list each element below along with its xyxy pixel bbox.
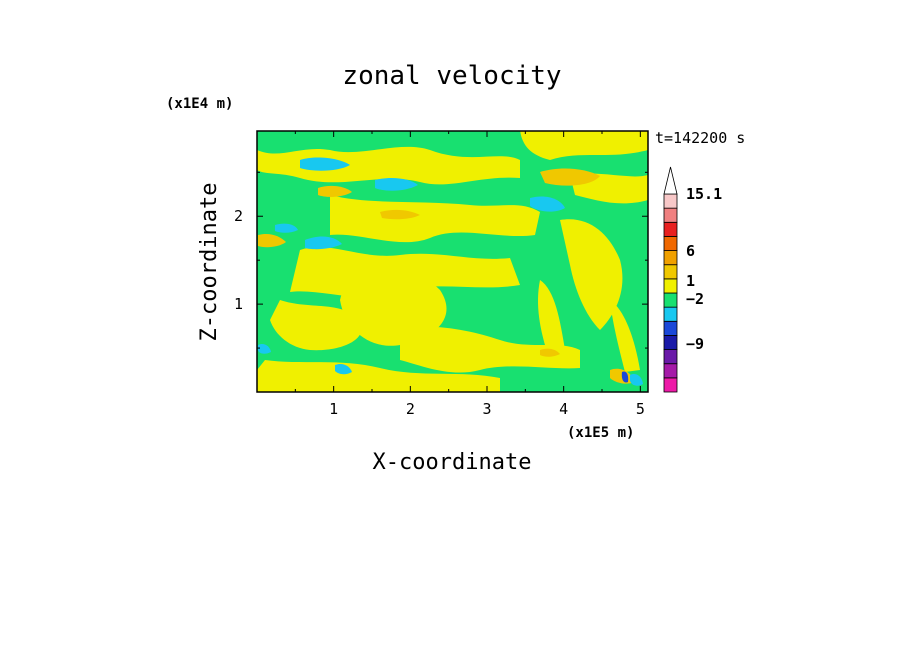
colorbar-tick-label: 15.1 [686,185,722,203]
x-tick-labels: 1 2 3 4 5 [329,400,645,418]
y-axis-label: Z-coordinate [197,183,222,342]
colorbar-swatch [663,320,678,336]
colorbar-swatch [663,221,678,237]
axis-ticks [257,131,648,392]
colorbar-swatch [663,264,678,280]
colorbar-swatch [663,349,678,365]
colorbar-swatch [663,292,678,308]
colorbar-labels: 15.1 6 1−2 −9 [686,185,722,353]
colorbar [663,166,678,393]
y-unit-label: (x1E4 m) [166,96,233,112]
y-tick-labels: 12 [234,207,243,313]
y-tick-label: 2 [234,207,243,225]
x-tick-label: 5 [636,400,645,418]
heatmap-field [257,131,648,392]
x-axis-label: X-coordinate [373,450,532,475]
y-tick-label: 1 [234,295,243,313]
colorbar-tick-label: 1 [686,272,695,290]
x-tick-label: 2 [406,400,415,418]
x-unit-label: (x1E5 m) [567,425,634,441]
colorbar-tick-label: 6 [686,242,695,260]
colorbar-tick-label: −9 [686,335,704,353]
colorbar-tick-label: −2 [686,290,704,308]
colorbar-swatch [663,377,678,393]
colorbar-swatch [663,207,678,223]
colorbar-swatch [663,250,678,266]
colorbar-swatch [663,335,678,350]
plot-frame [256,130,649,393]
colorbar-swatch [663,306,678,322]
colorbar-swatch [663,236,678,251]
colorbar-swatch [663,193,678,209]
chart-title: zonal velocity [342,61,561,91]
x-tick-label: 1 [329,400,338,418]
x-tick-label: 4 [559,400,568,418]
colorbar-swatch [663,363,678,379]
time-label: t=142200 s [655,129,745,147]
colorbar-swatch [663,278,678,294]
x-tick-label: 3 [482,400,491,418]
colorbar-arrow [663,166,678,195]
